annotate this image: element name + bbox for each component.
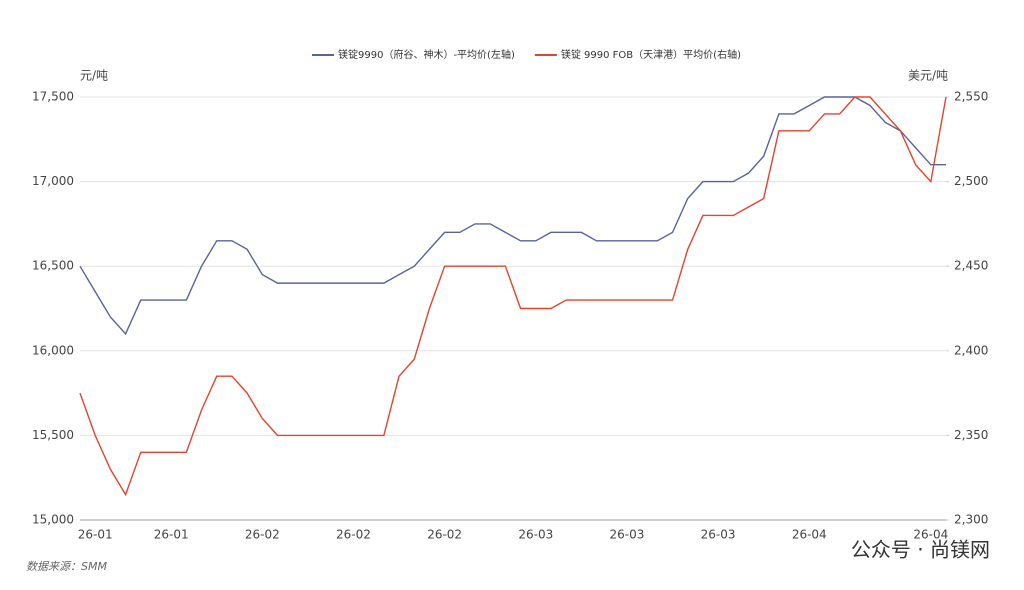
series-line xyxy=(79,96,946,336)
x-tick-label: 26-01 xyxy=(78,528,113,542)
x-tick-label: 26-03 xyxy=(701,528,736,542)
x-tick-label: 26-02 xyxy=(245,528,280,542)
x-tick-label: 26-02 xyxy=(427,528,462,542)
y-tick-label: 17,500 xyxy=(32,90,74,104)
legend-label: 镁锭9990（府谷、神木）-平均价(左轴) xyxy=(338,48,515,61)
y-tick-label: 17,000 xyxy=(32,174,74,188)
x-tick-label: 26-03 xyxy=(610,528,645,542)
y2-tick-label: 2,550 xyxy=(954,90,988,104)
y2-tick-label: 2,350 xyxy=(954,428,988,442)
series-line xyxy=(79,96,947,497)
y2-tick-label: 2,300 xyxy=(954,513,988,527)
legend-label: 镁锭 9990 FOB（天津港）平均价(右轴) xyxy=(561,48,741,61)
y2-axis-label: 美元/吨 xyxy=(908,69,948,83)
y-tick-label: 15,500 xyxy=(32,428,74,442)
y2-tick-label: 2,400 xyxy=(954,343,988,357)
y-tick-label: 16,500 xyxy=(32,259,74,273)
y-tick-label: 16,000 xyxy=(32,343,74,357)
x-tick-label: 26-01 xyxy=(154,528,189,542)
x-tick-label: 26-04 xyxy=(913,528,948,542)
x-tick-label: 26-03 xyxy=(518,528,553,542)
y2-tick-label: 2,450 xyxy=(954,259,988,273)
source: 数据来源：SMM xyxy=(26,560,107,573)
y-tick-label: 15,000 xyxy=(32,513,74,527)
x-tick-label: 26-02 xyxy=(336,528,371,542)
y2-tick-label: 2,500 xyxy=(954,174,988,188)
watermark: 公众号 · 尚镁网 xyxy=(851,538,990,562)
x-tick-label: 26-04 xyxy=(792,528,827,542)
y-axis-label: 元/吨 xyxy=(80,69,108,83)
